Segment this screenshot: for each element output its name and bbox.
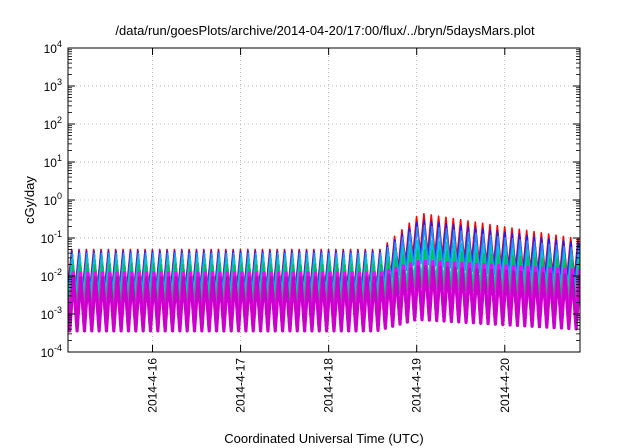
y-tick-label: 103 [44,77,62,94]
x-axis-title: Coordinated Universal Time (UTC) [224,431,423,446]
y-tick-label: 101 [44,153,62,170]
y-tick-labels: 10-4 10-3 10-2 10-1 100 101 102 103 104 [41,39,62,360]
axis-ticks [68,47,580,353]
y-tick-label: 102 [44,115,62,132]
x-tick-label: 2014-4-18 [322,358,336,413]
x-tick-label: 2014-4-16 [146,358,160,413]
data-series [68,212,580,333]
y-tick-label: 10-1 [41,229,62,246]
x-tick-labels: 2014-4-16 2014-4-17 2014-4-18 2014-4-19 2014… [146,358,512,413]
y-tick-label: 100 [44,191,62,208]
y-tick-label: 10-3 [41,305,62,322]
y-tick-label: 10-4 [41,343,62,360]
chart-title: /data/run/goesPlots/archive/2014-04-20/1… [115,23,535,38]
x-tick-label: 2014-4-19 [410,358,424,413]
series-line [68,265,580,333]
y-axis-title: cGy/day [22,176,37,224]
y-tick-label: 104 [44,39,62,56]
y-tick-label: 10-2 [41,267,62,284]
x-tick-label: 2014-4-17 [234,358,248,413]
x-tick-label: 2014-4-20 [498,358,512,413]
